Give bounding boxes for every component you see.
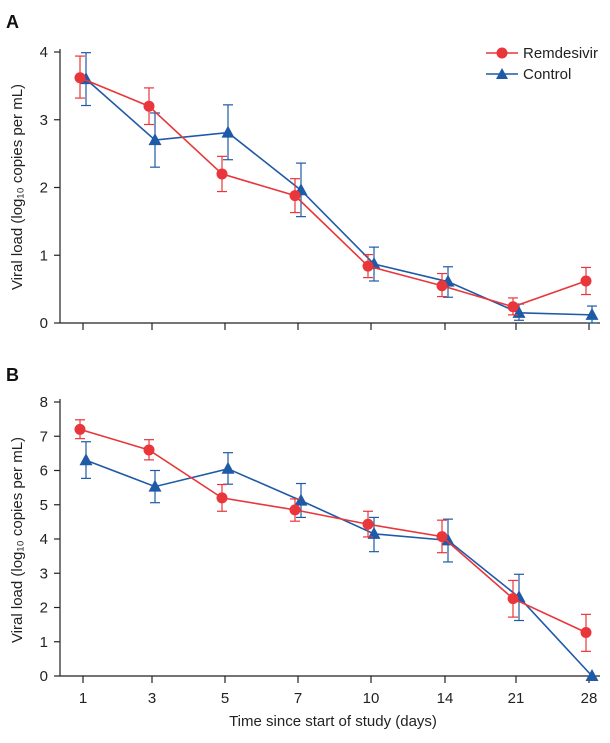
remdesivir-point (289, 190, 301, 202)
y-tick-label: 6 (40, 463, 48, 480)
x-tick-label: 1 (79, 690, 87, 707)
remdesivir-point (580, 627, 592, 639)
control-point (585, 307, 599, 320)
control-point (148, 479, 162, 492)
panel-a-series (74, 52, 599, 324)
legend-remdesivir-label: Remdesivir (523, 45, 598, 62)
y-tick-label: 8 (40, 394, 48, 411)
remdesivir-point (74, 423, 86, 435)
remdesivir-point (436, 531, 448, 543)
control-point (148, 133, 162, 146)
y-tick-label: 2 (40, 600, 48, 617)
x-axis-title: Time since start of study (days) (229, 713, 437, 730)
remdesivir-point (362, 260, 374, 272)
control-point (221, 125, 235, 138)
panel-b-label: B (6, 365, 19, 385)
legend-remdesivir-marker (496, 47, 508, 59)
control-point (367, 526, 381, 539)
x-tick-label: 10 (363, 690, 380, 707)
y-tick-label: 4 (40, 44, 48, 61)
y-tick-label: 2 (40, 180, 48, 197)
remdesivir-line (79, 77, 587, 308)
control-line (85, 78, 593, 316)
y-tick-label: 1 (40, 634, 48, 651)
x-tick-label: 3 (148, 690, 156, 707)
y-tick-label: 4 (40, 531, 48, 548)
y-tick-label: 3 (40, 112, 48, 129)
y-tick-label: 0 (40, 668, 48, 685)
panel-a-axes: 0 1 2 3 4 (40, 44, 600, 332)
remdesivir-point (362, 518, 374, 530)
remdesivir-point (507, 593, 519, 605)
x-tick-label: 28 (581, 690, 598, 707)
panel-b-y-axis-title: Viral load (log₁₀ copies per mL) (9, 437, 26, 643)
remdesivir-point (143, 100, 155, 112)
remdesivir-point (143, 444, 155, 456)
control-point (585, 669, 599, 681)
legend-control-label: Control (523, 66, 571, 83)
remdesivir-point (436, 280, 448, 292)
x-tick-label: 21 (508, 690, 525, 707)
x-tick-label: 14 (437, 690, 454, 707)
control-point (221, 461, 235, 474)
remdesivir-line (79, 428, 587, 634)
x-tick-label: 7 (294, 690, 302, 707)
y-tick-label: 1 (40, 247, 48, 264)
remdesivir-point (216, 168, 228, 180)
control-point (79, 453, 93, 466)
y-tick-label: 5 (40, 497, 48, 514)
legend-control-marker (496, 68, 508, 79)
y-tick-label: 0 (40, 315, 48, 332)
y-tick-label: 3 (40, 565, 48, 582)
panel-a-label: A (6, 12, 19, 32)
control-point (441, 533, 455, 546)
panel-b-axes: 0 1 2 3 4 5 6 7 8 1 3 5 7 10 14 21 28 (40, 394, 600, 707)
remdesivir-point (580, 275, 592, 287)
control-point (294, 493, 308, 506)
remdesivir-point (289, 504, 301, 516)
legend: Remdesivir Control (486, 45, 598, 83)
y-tick-label: 7 (40, 428, 48, 445)
panel-a: A Viral load (log₁₀ copies per mL) 0 1 2 3 4… (6, 12, 600, 332)
panel-b-series (74, 419, 599, 681)
remdesivir-point (74, 72, 86, 84)
remdesivir-point (507, 301, 519, 313)
remdesivir-point (216, 492, 228, 504)
panel-a-y-axis-title: Viral load (log₁₀ copies per mL) (9, 84, 26, 290)
panel-b: B Viral load (log₁₀ copies per mL) 0 1 2 3 4… (6, 365, 600, 730)
x-tick-label: 5 (221, 690, 229, 707)
control-line (85, 459, 593, 677)
